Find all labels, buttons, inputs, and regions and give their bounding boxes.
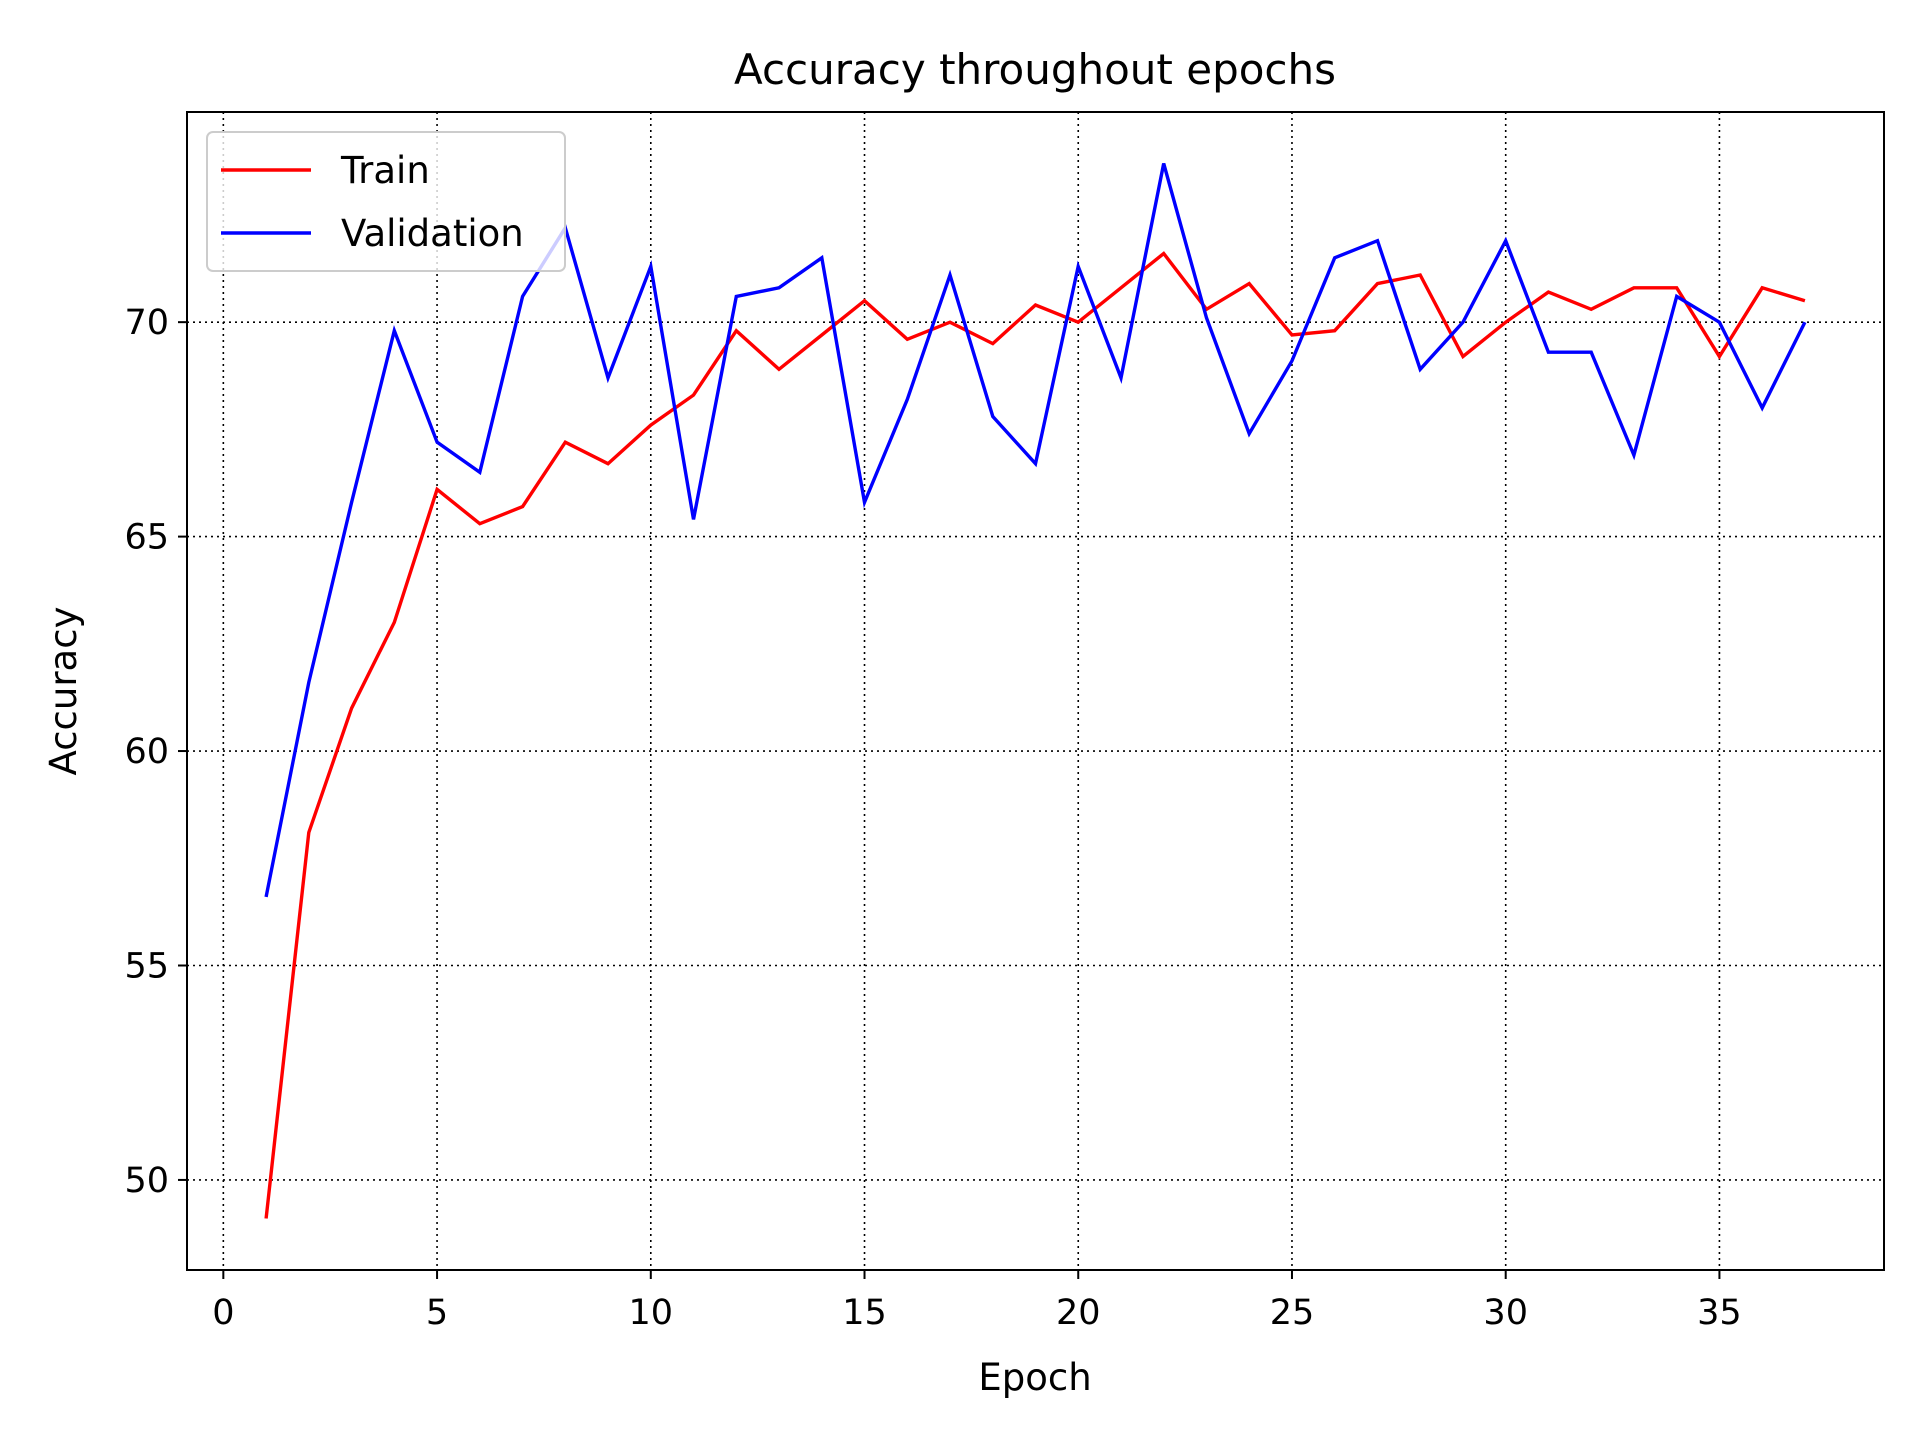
x-tick-label: 15: [842, 1293, 887, 1333]
x-axis-label: Epoch: [978, 1356, 1091, 1399]
legend-box: [206, 131, 566, 272]
y-tick-label: 55: [124, 946, 169, 986]
y-axis-ticks: 50 55 60 65 70: [124, 303, 187, 1201]
legend-label-validation: Validation: [341, 212, 524, 255]
legend: Train Validation: [206, 131, 566, 272]
y-tick-label: 65: [124, 518, 169, 558]
y-tick-label: 70: [124, 303, 169, 343]
y-tick-label: 50: [124, 1161, 169, 1201]
legend-label-train: Train: [340, 149, 430, 192]
x-tick-label: 5: [426, 1293, 448, 1333]
x-tick-label: 30: [1483, 1293, 1528, 1333]
y-tick-label: 60: [124, 732, 169, 772]
x-tick-label: 35: [1697, 1293, 1742, 1333]
x-axis-ticks: 0 5 10 15 20 25 30 35: [212, 1270, 1742, 1333]
x-tick-label: 10: [629, 1293, 674, 1333]
x-tick-label: 20: [1056, 1293, 1101, 1333]
x-tick-label: 25: [1270, 1293, 1315, 1333]
series-line-validation: [264, 163, 1807, 898]
chart-title: Accuracy throughout epochs: [734, 45, 1336, 94]
plot-frame: [186, 111, 1885, 1271]
series-line-train: [264, 251, 1806, 1219]
y-axis-label: Accuracy: [42, 607, 85, 776]
x-tick-label: 0: [212, 1293, 234, 1333]
plot-series: [264, 163, 1807, 1219]
grid: [187, 112, 1884, 1270]
